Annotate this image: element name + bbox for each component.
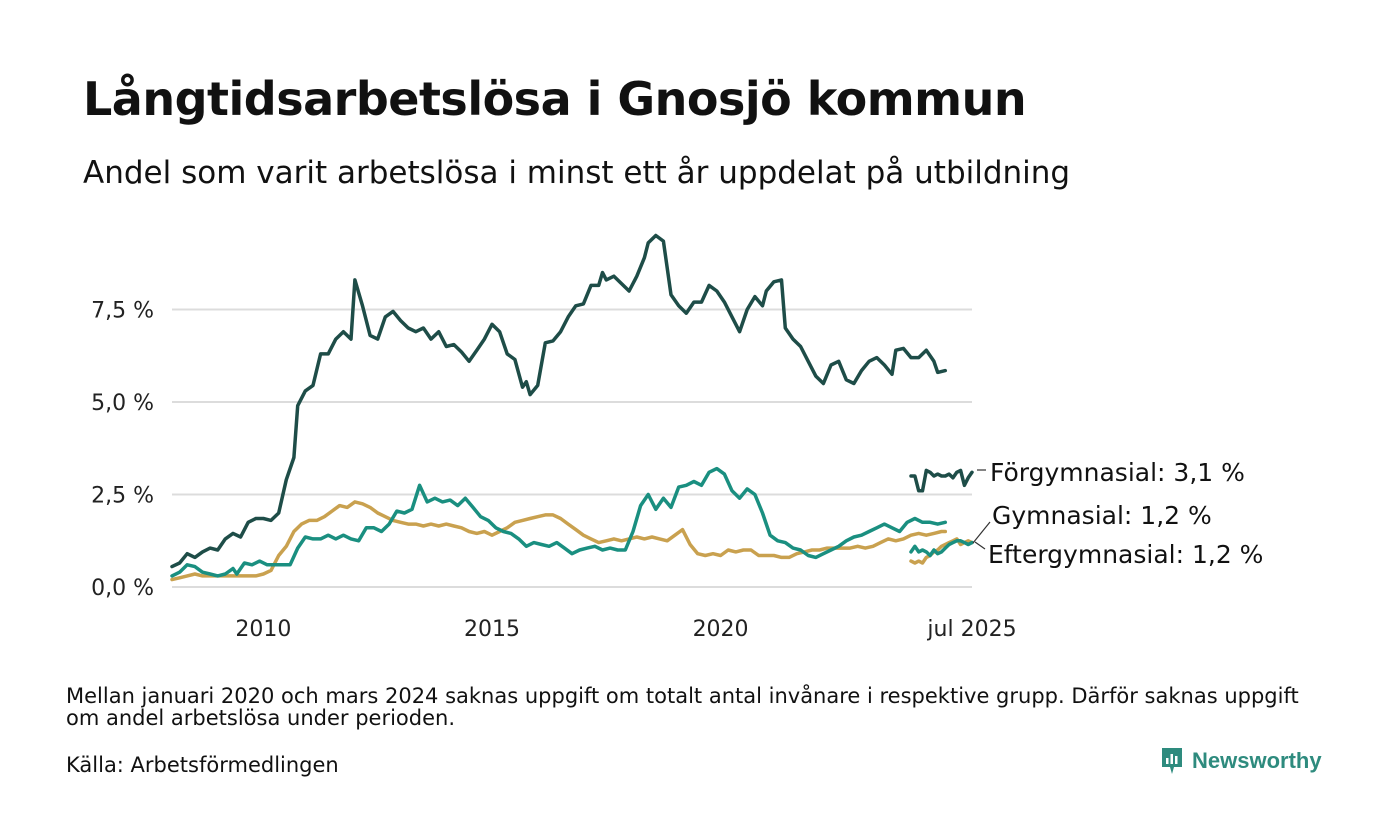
label-leader-line bbox=[972, 521, 991, 544]
series-line-eftergymnasial bbox=[909, 537, 974, 565]
series-line-f-rgymnasial bbox=[170, 233, 948, 569]
line-chart: 0,0 % 2,5 % 5,0 % 7,5 % 2010 2015 2020 jul 2025… bbox=[91, 233, 1263, 642]
series-label: Förgymnasial: 3,1 % bbox=[990, 458, 1245, 487]
series-line-eftergymnasial bbox=[170, 500, 948, 582]
newsworthy-logo: Newsworthy bbox=[1160, 746, 1322, 776]
newsworthy-logo-text: Newsworthy bbox=[1192, 748, 1322, 773]
x-tick-label: 2015 bbox=[464, 617, 520, 642]
chart-subtitle: Andel som varit arbetslösa i minst ett å… bbox=[83, 155, 1071, 191]
y-tick-label: 0,0 % bbox=[91, 576, 154, 601]
series-line-f-rgymnasial bbox=[909, 468, 974, 493]
x-tick-label: 2020 bbox=[693, 617, 749, 642]
source-text: Källa: Arbetsförmedlingen bbox=[66, 753, 339, 777]
series-label: Gymnasial: 1,2 % bbox=[992, 501, 1212, 530]
label-leader-line bbox=[974, 541, 986, 550]
y-tick-label: 5,0 % bbox=[91, 391, 154, 416]
footnote: Mellan januari 2020 och mars 2024 saknas… bbox=[66, 684, 1299, 730]
y-tick-label: 2,5 % bbox=[91, 484, 154, 509]
series-line-gymnasial bbox=[909, 539, 974, 558]
chart-title: Långtidsarbetslösa i Gnosjö kommun bbox=[83, 72, 1027, 126]
series-label: Eftergymnasial: 1,2 % bbox=[988, 540, 1263, 569]
x-tick-label: 2010 bbox=[235, 617, 291, 642]
x-tick-label: jul 2025 bbox=[926, 617, 1016, 642]
y-tick-label: 7,5 % bbox=[91, 299, 154, 324]
newsworthy-logo-icon bbox=[1162, 748, 1182, 774]
series-line-gymnasial bbox=[170, 466, 948, 578]
